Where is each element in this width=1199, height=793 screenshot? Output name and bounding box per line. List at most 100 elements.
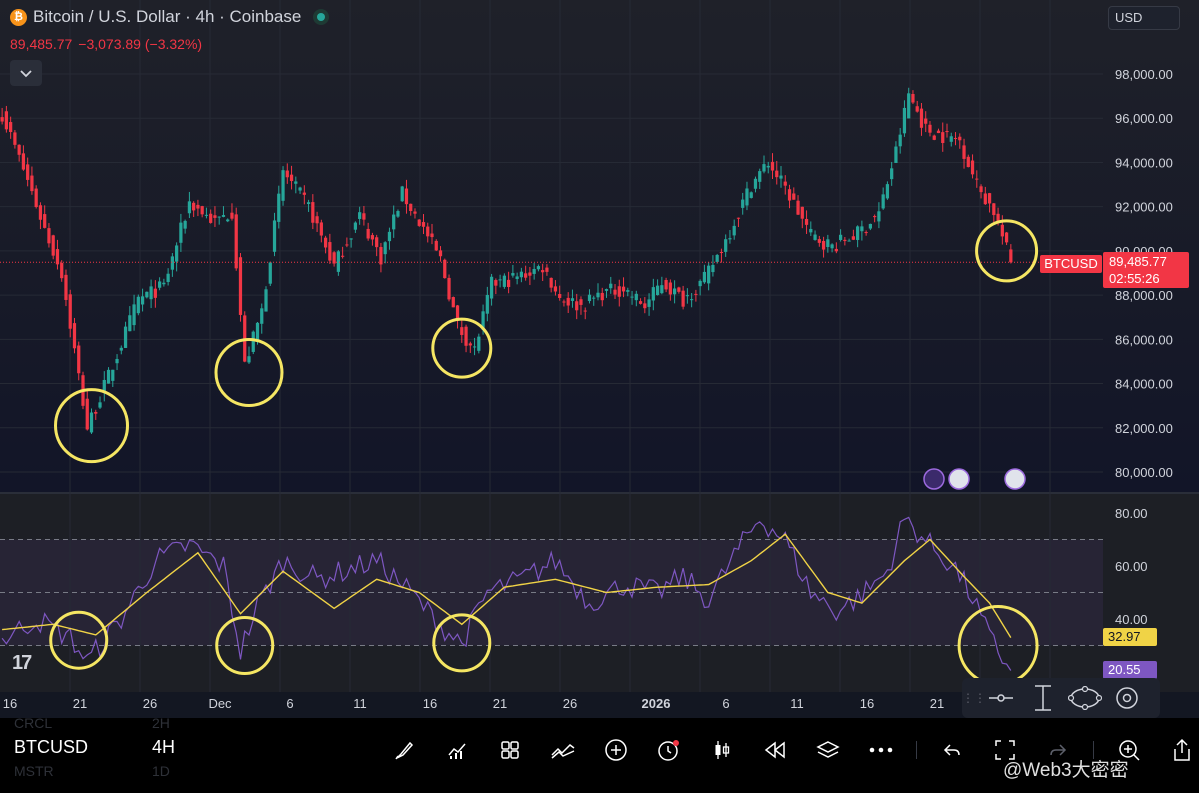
rsi-line xyxy=(1,516,1012,671)
candle-body xyxy=(477,336,481,351)
layout-grid-icon[interactable] xyxy=(492,732,528,768)
candle-body xyxy=(600,292,604,301)
candle-body xyxy=(796,200,800,215)
candle-body xyxy=(106,369,111,384)
candle-body xyxy=(221,215,226,217)
candle-body xyxy=(281,170,285,201)
candles-icon[interactable] xyxy=(704,732,740,768)
candle-body xyxy=(294,181,298,184)
candle-body xyxy=(396,211,400,217)
symbol-title[interactable]: Bitcoin / U.S. Dollar · 4h · Coinbase xyxy=(33,7,302,26)
candle-body xyxy=(911,94,915,103)
chart-canvas[interactable]: 98,000.0096,000.0094,000.0092,000.0090,0… xyxy=(0,0,1199,718)
candle-body xyxy=(524,273,528,278)
candle-body xyxy=(945,130,949,133)
horizontal-ray-icon[interactable] xyxy=(980,678,1022,718)
layers-icon[interactable] xyxy=(810,732,846,768)
highlight-circle xyxy=(431,317,493,379)
candle-body xyxy=(51,235,55,256)
ghost-symbol[interactable]: CRCL xyxy=(14,715,53,731)
eye-icon[interactable] xyxy=(1106,678,1148,718)
drag-handle-icon[interactable]: ⋮⋮ xyxy=(962,691,986,705)
candle-body xyxy=(519,271,524,278)
candle-body xyxy=(655,285,660,296)
watermark-text: @Web3大密密 xyxy=(1003,760,1129,781)
price-axis-label: 98,000.00 xyxy=(1115,67,1173,82)
candle-body xyxy=(685,295,689,297)
add-icon[interactable] xyxy=(598,732,634,768)
candle-body xyxy=(617,286,621,297)
candle-body xyxy=(502,275,506,287)
candle-body xyxy=(230,212,234,219)
candle-body xyxy=(536,266,541,270)
more-icon[interactable] xyxy=(863,732,899,768)
timeframe-selector[interactable]: 4H xyxy=(152,737,176,757)
last-price-axis-tag: 89,485.77 02:55:26 xyxy=(1103,252,1189,288)
candle-body xyxy=(187,201,192,214)
bitcoin-icon: ₿ xyxy=(10,8,27,26)
ghost-symbol[interactable]: MSTR xyxy=(14,763,54,779)
brush-icon[interactable] xyxy=(386,732,422,768)
candle-body xyxy=(400,186,404,202)
candle-body xyxy=(302,192,306,195)
candle-body xyxy=(68,294,72,329)
rsi-axis-label: 40.00 xyxy=(1115,612,1148,627)
currency-button[interactable]: USD xyxy=(1108,6,1180,30)
candle-body xyxy=(719,252,724,254)
zoom-in-icon[interactable] xyxy=(1111,732,1147,768)
candle-body xyxy=(149,286,153,300)
ghost-timeframe[interactable]: 1D xyxy=(152,763,170,779)
candle-body xyxy=(421,222,426,227)
candle-body xyxy=(575,301,579,311)
symbol-header[interactable]: ₿ Bitcoin / U.S. Dollar · 4h · Coinbase xyxy=(10,7,330,27)
price-axis-label: 94,000.00 xyxy=(1115,155,1173,170)
candle-body xyxy=(800,206,804,219)
candle-body xyxy=(651,287,655,301)
candle-body xyxy=(379,247,383,265)
us-flag-event-icon xyxy=(948,468,970,490)
market-status-icon[interactable] xyxy=(313,9,330,25)
time-axis-label: 26 xyxy=(563,696,577,711)
indicators-icon[interactable] xyxy=(439,732,475,768)
candle-body xyxy=(485,294,489,314)
measure-icon[interactable] xyxy=(1022,678,1064,718)
candle-body xyxy=(902,107,907,134)
symbol-selector[interactable]: BTCUSD xyxy=(14,737,89,757)
time-axis-label: 11 xyxy=(353,696,367,711)
candle-body xyxy=(838,234,843,240)
redo-icon[interactable] xyxy=(1040,732,1076,768)
share-icon[interactable] xyxy=(1164,732,1199,768)
alert-clock-icon[interactable] xyxy=(651,732,687,768)
time-axis-label: 21 xyxy=(930,696,944,711)
candle-body xyxy=(949,136,953,142)
candle-body xyxy=(430,233,434,238)
fullscreen-icon[interactable] xyxy=(987,732,1023,768)
price-axis-label: 82,000.00 xyxy=(1115,421,1173,436)
candle-body xyxy=(123,326,128,348)
chart-pattern-icon[interactable] xyxy=(545,732,581,768)
candle-body xyxy=(464,326,468,346)
candle-body xyxy=(834,248,838,252)
candle-body xyxy=(260,308,264,324)
undo-icon[interactable] xyxy=(934,732,970,768)
ghost-timeframe[interactable]: 2H xyxy=(152,715,170,731)
candle-body xyxy=(157,281,162,288)
candle-body xyxy=(1009,249,1013,263)
time-axis-label: 16 xyxy=(860,696,874,711)
candle-body xyxy=(983,193,987,205)
candle-body xyxy=(38,205,43,220)
candle-body xyxy=(234,214,238,269)
candle-body xyxy=(860,226,864,232)
candle-body xyxy=(192,202,196,211)
candle-body xyxy=(864,232,868,234)
candle-body xyxy=(319,222,323,236)
candle-body xyxy=(358,212,362,219)
candle-body xyxy=(579,299,583,305)
replay-icon[interactable] xyxy=(757,732,793,768)
candle-body xyxy=(694,293,698,295)
candle-body xyxy=(85,398,89,430)
collapse-legend-button[interactable] xyxy=(10,60,42,86)
candle-body xyxy=(702,271,707,283)
ellipse-icon[interactable] xyxy=(1064,678,1106,718)
